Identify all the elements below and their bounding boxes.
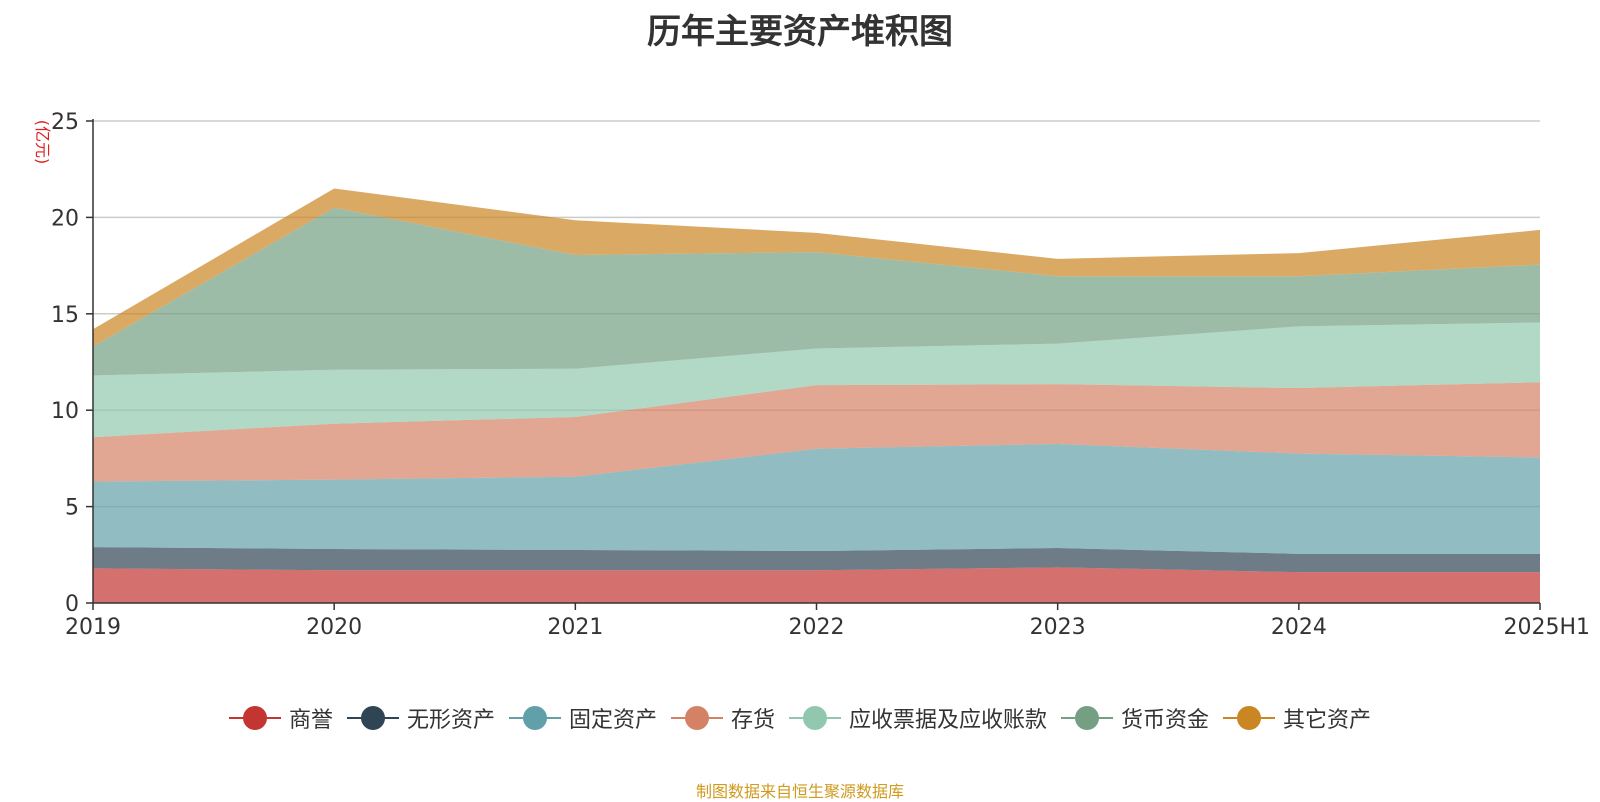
legend-marker-icon	[670, 704, 723, 732]
area-series-0[interactable]	[93, 567, 1540, 603]
legend-label: 其它资产	[1283, 708, 1372, 733]
area-series-4[interactable]	[93, 322, 1540, 438]
y-tick-label: 5	[65, 496, 79, 521]
legend-marker-icon	[508, 704, 561, 732]
legend-label: 无形资产	[406, 708, 495, 733]
x-tick-label: 2021	[547, 615, 603, 640]
x-tick-label: 2019	[65, 615, 121, 640]
legend-item-1[interactable]: 无形资产	[346, 702, 495, 734]
legend: 商誉 无形资产 固定资产 存货 应收票据及应收账款 货币资金 其它资产	[0, 702, 1600, 734]
x-tick-label: 2020	[306, 615, 362, 640]
y-tick-label: 15	[51, 303, 79, 328]
y-tick-label: 25	[51, 110, 79, 135]
legend-marker-icon	[1223, 704, 1276, 732]
area-series-3[interactable]	[93, 382, 1540, 482]
legend-item-5[interactable]: 货币资金	[1061, 702, 1209, 734]
legend-label: 商誉	[288, 708, 333, 733]
area-series-2[interactable]	[93, 443, 1540, 554]
chart-title: 历年主要资产堆积图	[647, 12, 953, 52]
x-tick-label: 2024	[1271, 615, 1327, 640]
legend-label: 固定资产	[568, 708, 657, 733]
legend-label: 存货	[730, 708, 775, 733]
area-series-1[interactable]	[93, 547, 1540, 573]
area-series-5[interactable]	[93, 207, 1540, 376]
legend-item-3[interactable]: 存货	[670, 702, 775, 734]
legend-marker-icon	[228, 704, 281, 732]
x-tick-label: 2023	[1030, 615, 1086, 640]
axes: 0 5 10 15 20 25 2019 2020 2021 2022 2023 2024 2025H1	[51, 110, 1590, 640]
y-tick-label: 0	[65, 592, 79, 617]
legend-marker-icon	[789, 704, 841, 732]
area-series-6[interactable]	[93, 188, 1540, 347]
y-tick-label: 10	[51, 399, 79, 424]
area-series-layer	[93, 188, 1540, 603]
data-source-footnote: 制图数据来自恒生聚源数据库	[695, 782, 904, 801]
x-tick-label: 2025H1	[1503, 615, 1590, 640]
y-axis-label: (亿元)	[33, 120, 52, 165]
legend-marker-icon	[1061, 704, 1114, 732]
legend-label: 应收票据及应收账款	[849, 708, 1048, 733]
legend-label: 货币资金	[1121, 708, 1210, 733]
legend-item-0[interactable]: 商誉	[228, 702, 333, 734]
x-tick-label: 2022	[789, 615, 845, 640]
legend-item-6[interactable]: 其它资产	[1223, 702, 1371, 734]
y-tick-label: 20	[51, 206, 79, 231]
legend-marker-icon	[346, 704, 399, 732]
legend-item-4[interactable]: 应收票据及应收账款	[789, 702, 1047, 734]
legend-item-2[interactable]: 固定资产	[508, 702, 657, 734]
